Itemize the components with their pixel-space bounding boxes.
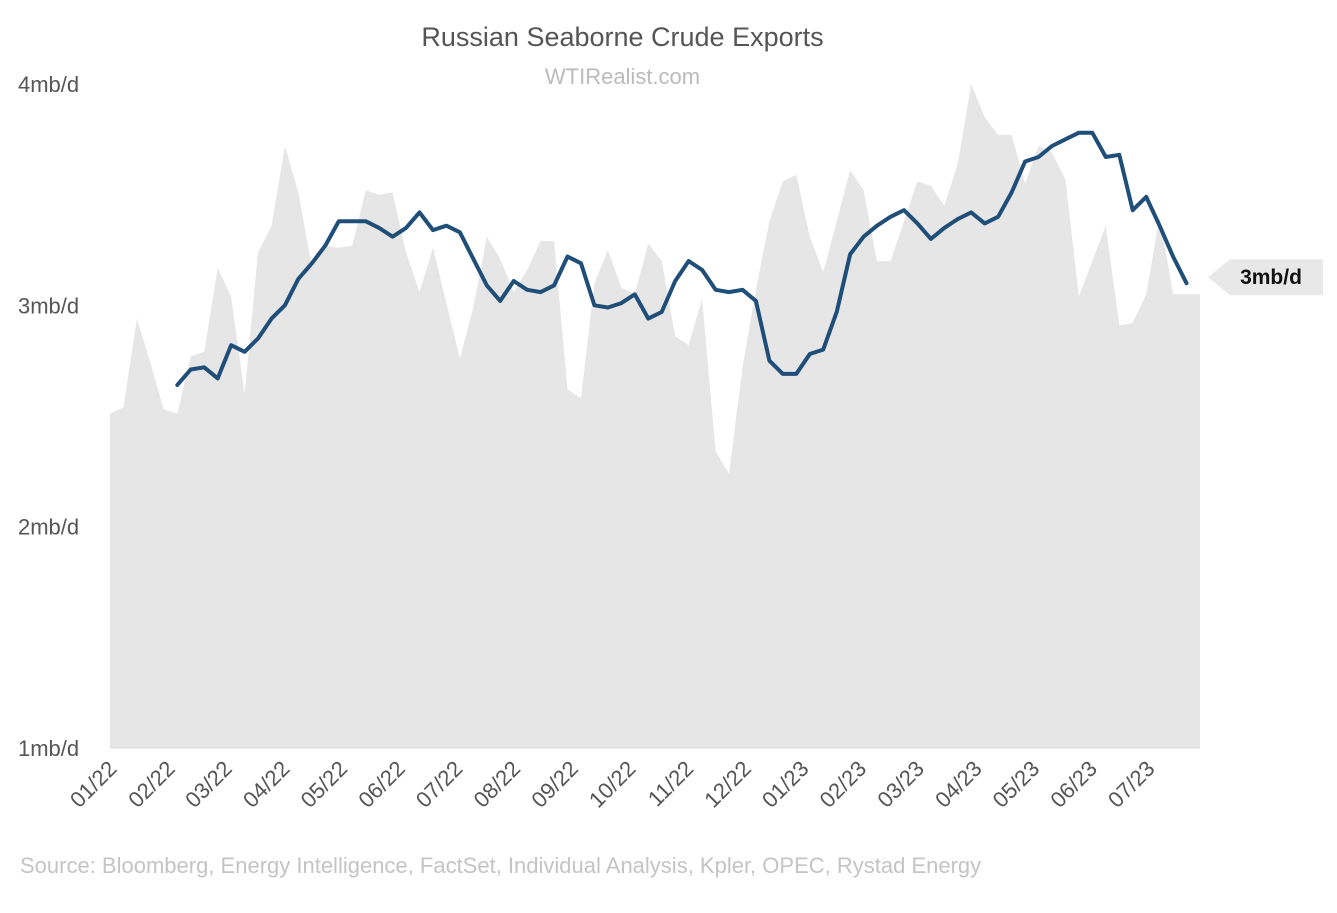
x-tick-label: 11/22: [643, 756, 698, 811]
x-tick-label: 06/22: [353, 756, 410, 813]
x-tick-label: 07/22: [411, 756, 468, 813]
chart-title: Russian Seaborne Crude Exports: [421, 22, 824, 52]
x-axis-ticks: 01/22 02/22 03/22 04/22 05/22 06/22 07/22 08/22…: [65, 756, 1160, 813]
x-tick-label: 05/22: [296, 756, 353, 813]
y-tick-label: 4mb/d: [18, 72, 79, 97]
x-tick-label: 02/23: [815, 756, 872, 813]
area-layer: [110, 84, 1200, 749]
x-tick-label: 06/23: [1045, 756, 1102, 813]
y-tick-label: 2mb/d: [18, 515, 79, 540]
x-tick-label: 05/23: [988, 756, 1045, 813]
weekly-exports-area: [110, 84, 1200, 748]
y-tick-label: 1mb/d: [18, 736, 79, 761]
end-value-label: 3mb/d: [1240, 266, 1302, 289]
y-axis-ticks: 1mb/d 2mb/d 3mb/d 4mb/d: [18, 72, 79, 761]
end-value-badge: [1208, 259, 1323, 296]
x-tick-label: 04/22: [238, 756, 295, 813]
x-tick-label: 03/22: [180, 756, 237, 813]
x-tick-label: 09/22: [526, 756, 583, 813]
x-tick-label: 01/22: [65, 756, 122, 813]
y-tick-label: 3mb/d: [18, 293, 79, 318]
source-note: Source: Bloomberg, Energy Intelligence, …: [20, 853, 982, 878]
x-tick-label: 03/23: [872, 756, 929, 813]
x-tick-label: 01/23: [757, 756, 814, 813]
x-tick-label: 08/22: [469, 756, 526, 813]
line-layer: [175, 130, 1189, 387]
x-tick-label: 02/22: [123, 756, 180, 813]
x-tick-label: 12/22: [699, 756, 756, 813]
x-tick-label: 10/22: [584, 756, 641, 813]
x-tick-label: 04/23: [930, 756, 987, 813]
moving-average-line: [175, 130, 1189, 387]
x-tick-label: 07/23: [1103, 756, 1160, 813]
end-value-callout: 3mb/d: [1208, 259, 1323, 296]
chart-subtitle: WTIRealist.com: [544, 64, 701, 89]
